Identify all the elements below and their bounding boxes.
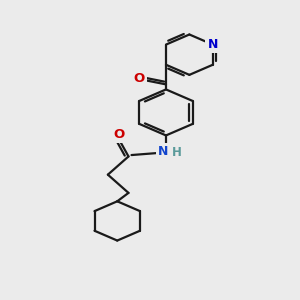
Text: H: H bbox=[172, 146, 182, 159]
Text: O: O bbox=[113, 128, 125, 140]
Text: N: N bbox=[158, 145, 168, 158]
Text: N: N bbox=[208, 38, 218, 51]
Text: O: O bbox=[134, 72, 145, 85]
